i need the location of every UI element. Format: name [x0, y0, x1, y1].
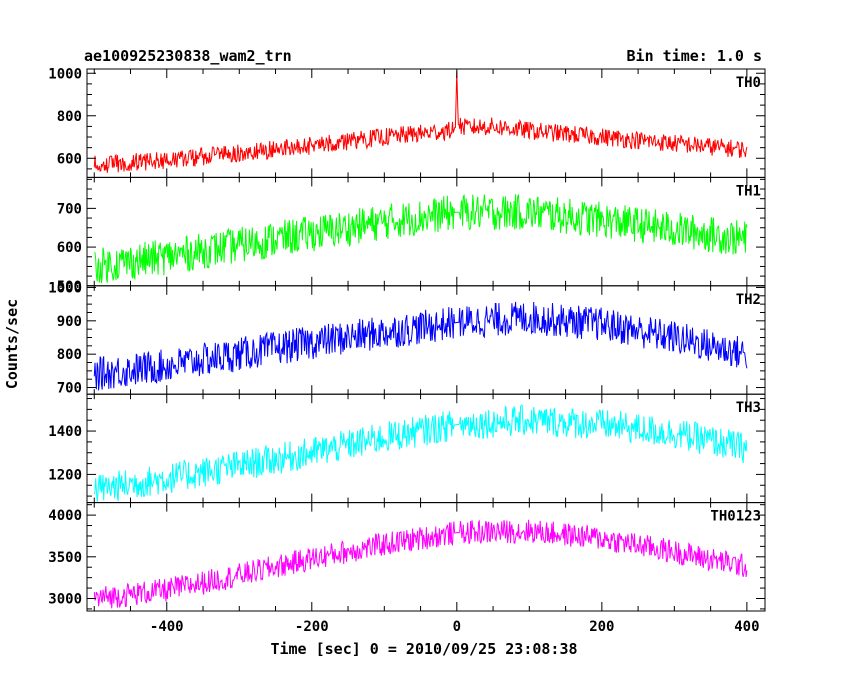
y-tick-label: 3000: [48, 591, 82, 607]
x-axis-label: Time [sec] 0 = 2010/09/25 23:08:38: [270, 640, 577, 658]
x-tick-label: 200: [589, 619, 614, 635]
y-tick-label: 4000: [48, 508, 82, 524]
x-tick-label: 0: [453, 619, 461, 635]
y-tick-label: 1000: [48, 66, 82, 82]
x-tick-label: -400: [150, 619, 184, 635]
panel-name-th0: TH0: [736, 75, 761, 91]
y-tick-label: 800: [57, 347, 82, 363]
y-tick-label: 600: [57, 151, 82, 167]
series-line-th3: [93, 404, 748, 502]
y-tick-label: 500: [57, 279, 82, 295]
y-tick-label: 700: [57, 381, 82, 397]
chart-subtitle: Bin time: 1.0 s: [627, 47, 762, 65]
panel-th3: 1200 1400 TH3: [48, 393, 766, 504]
y-tick-label: 900: [57, 314, 82, 330]
panel-name-th3: TH3: [736, 400, 761, 416]
panel-name-th0123: TH0123: [710, 509, 761, 525]
panel-th1: 500 600 700 TH1: [57, 176, 766, 295]
y-tick-label: 1400: [48, 424, 82, 440]
panel-name-th2: TH2: [736, 292, 761, 308]
y-tick-label: 1200: [48, 467, 82, 483]
chart-title: ae100925230838_wam2_trn: [84, 47, 292, 65]
y-tick-label: 700: [57, 201, 82, 217]
series-line-th0: [93, 71, 748, 173]
y-tick-label: 3500: [48, 550, 82, 566]
panel-frame: [86, 393, 766, 504]
panel-frame: [86, 68, 766, 178]
panel-th0: 600 800 1000 TH0: [48, 66, 766, 178]
panels-group: 600 800 1000 TH0 500 600 700 TH1 700 800 900 1000 TH…: [48, 66, 766, 612]
y-tick-label: 1000: [48, 280, 82, 296]
x-tick-label: 400: [734, 619, 759, 635]
x-axis: -400 -200 0 200 400: [150, 619, 760, 635]
x-tick-label: -200: [295, 619, 329, 635]
panel-th2: 700 800 900 1000 TH2: [48, 280, 766, 397]
panel-name-th1: TH1: [736, 183, 761, 199]
y-tick-label: 800: [57, 109, 82, 125]
panel-th0123: 3000 3500 4000 TH0123: [48, 502, 766, 612]
series-line-th2: [93, 301, 748, 391]
series-line-th0123: [93, 519, 748, 609]
series-line-th1: [94, 193, 748, 284]
y-tick-label: 600: [57, 240, 82, 256]
y-axis-label: Counts/sec: [3, 299, 21, 389]
